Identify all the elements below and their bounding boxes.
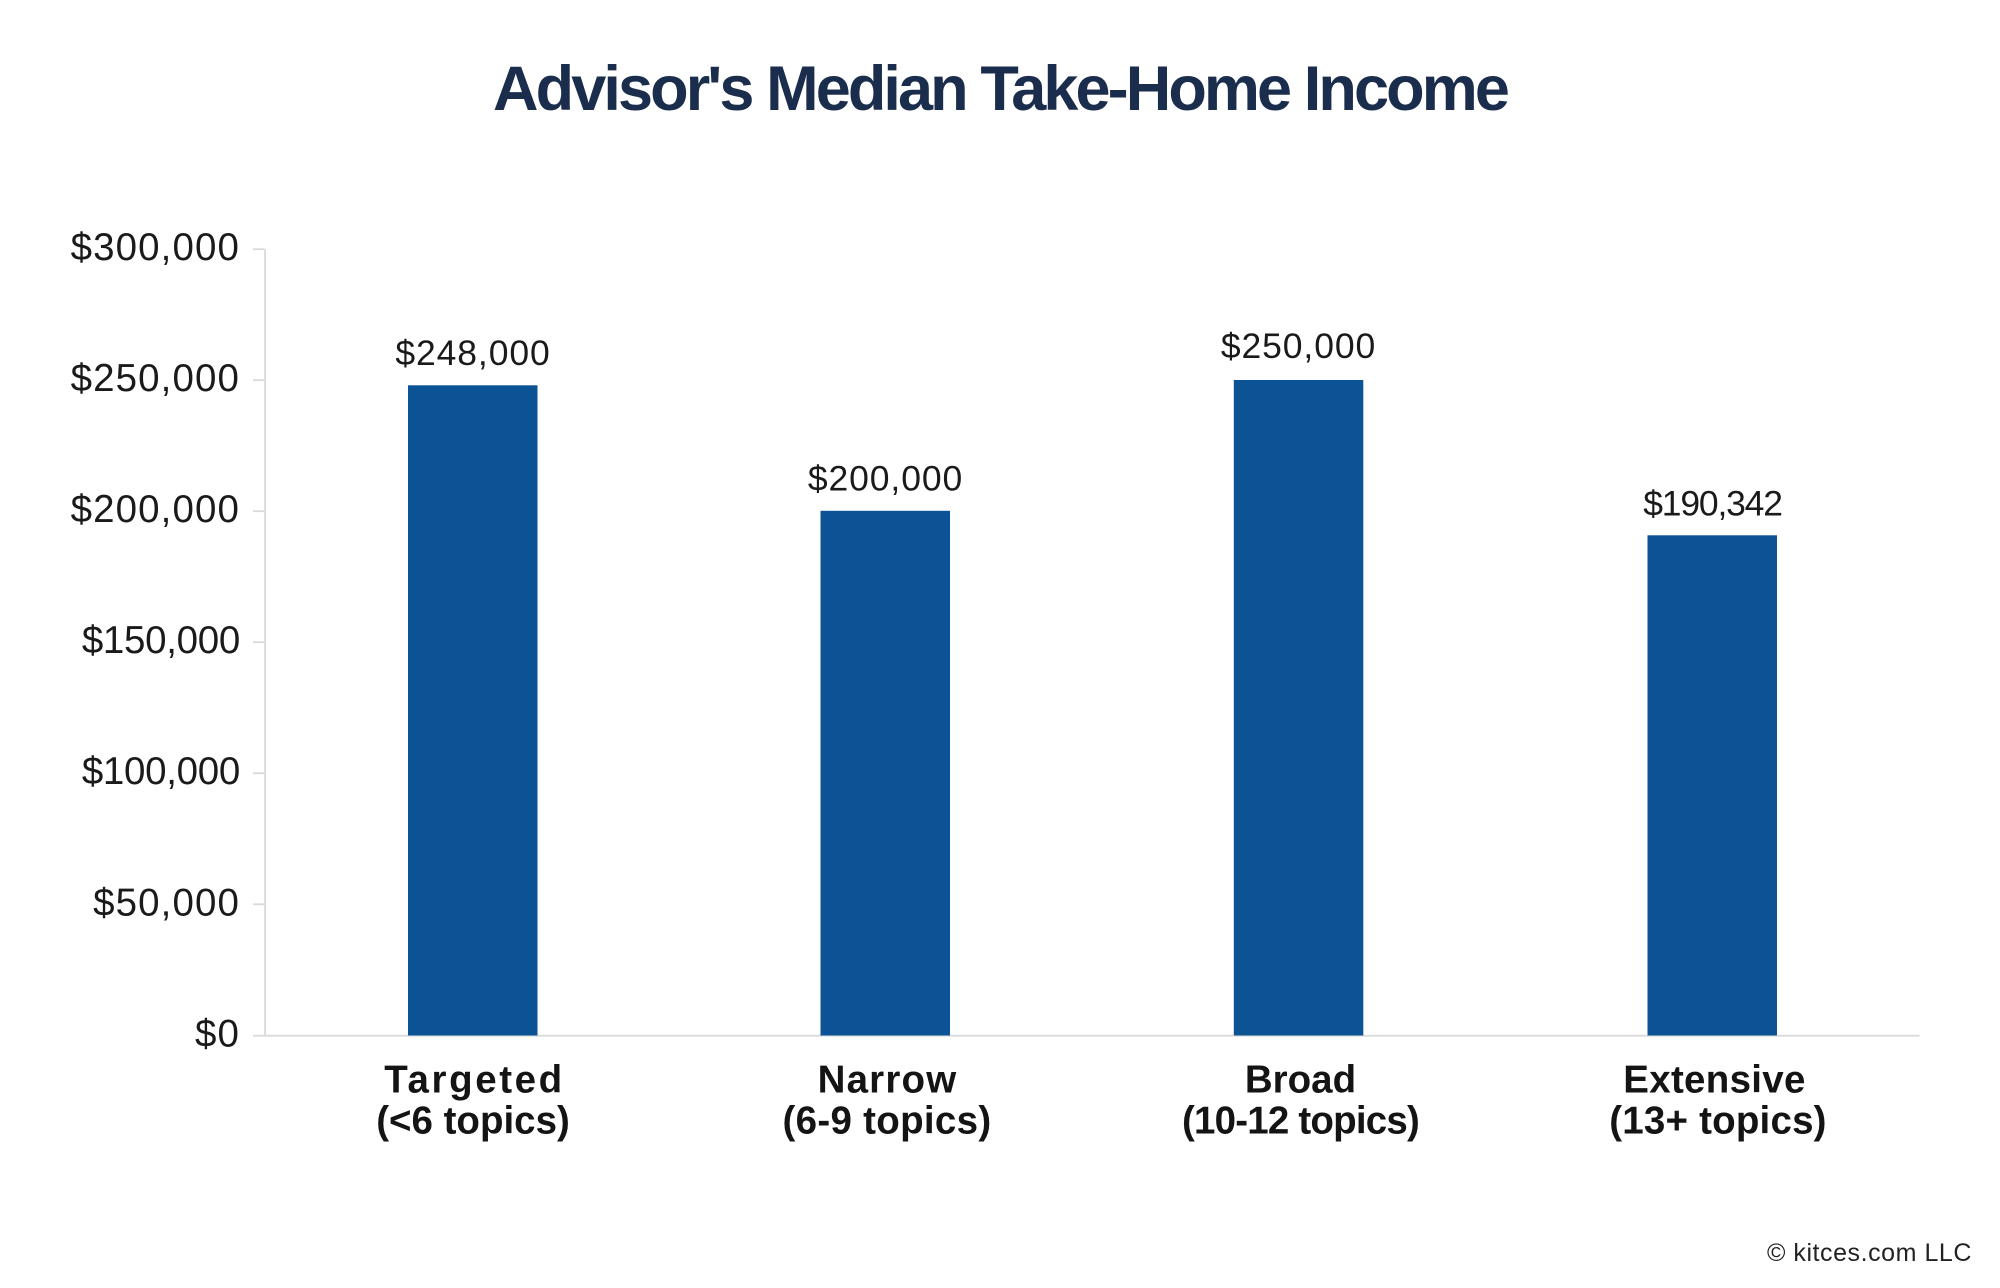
svg-text:$200,000: $200,000 [71, 488, 240, 531]
svg-text:© kitces.com LLC: © kitces.com LLC [1767, 1239, 1972, 1267]
svg-text:Advisor's Median Take-Home Inc: Advisor's Median Take-Home Income [493, 54, 1508, 124]
svg-text:Extensive: Extensive [1623, 1059, 1805, 1102]
svg-text:Targeted: Targeted [384, 1059, 565, 1102]
svg-text:$248,000: $248,000 [395, 333, 550, 373]
svg-text:(13+ topics): (13+ topics) [1609, 1100, 1826, 1143]
svg-text:Narrow: Narrow [818, 1059, 958, 1102]
svg-text:$250,000: $250,000 [1221, 326, 1376, 366]
svg-text:$250,000: $250,000 [71, 357, 240, 400]
svg-text:(10-12 topics): (10-12 topics) [1182, 1100, 1419, 1143]
svg-text:$300,000: $300,000 [71, 226, 240, 269]
svg-text:$100,000: $100,000 [82, 750, 240, 793]
svg-text:$0: $0 [195, 1012, 240, 1055]
svg-text:(<6 topics): (<6 topics) [376, 1100, 570, 1143]
svg-text:$50,000: $50,000 [93, 881, 240, 924]
svg-text:(6-9 topics): (6-9 topics) [783, 1100, 992, 1143]
svg-text:$190,342: $190,342 [1643, 484, 1781, 524]
svg-text:$150,000: $150,000 [82, 619, 240, 662]
svg-text:$200,000: $200,000 [808, 458, 963, 498]
svg-text:Broad: Broad [1245, 1059, 1356, 1102]
